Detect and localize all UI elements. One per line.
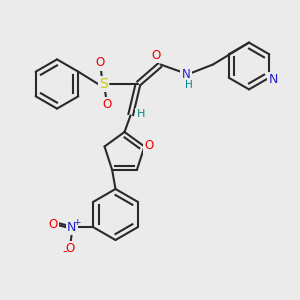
Text: -: - bbox=[62, 245, 67, 258]
Text: O: O bbox=[95, 56, 104, 70]
Text: H: H bbox=[185, 80, 193, 90]
Text: +: + bbox=[73, 218, 81, 227]
Text: N: N bbox=[182, 68, 190, 82]
Text: S: S bbox=[99, 77, 108, 91]
Text: O: O bbox=[103, 98, 112, 112]
Text: O: O bbox=[66, 242, 75, 255]
Text: H: H bbox=[137, 109, 145, 119]
Text: N: N bbox=[268, 74, 278, 86]
Text: O: O bbox=[144, 139, 154, 152]
Text: N: N bbox=[67, 221, 76, 234]
Text: O: O bbox=[49, 218, 58, 231]
Text: O: O bbox=[152, 49, 160, 62]
